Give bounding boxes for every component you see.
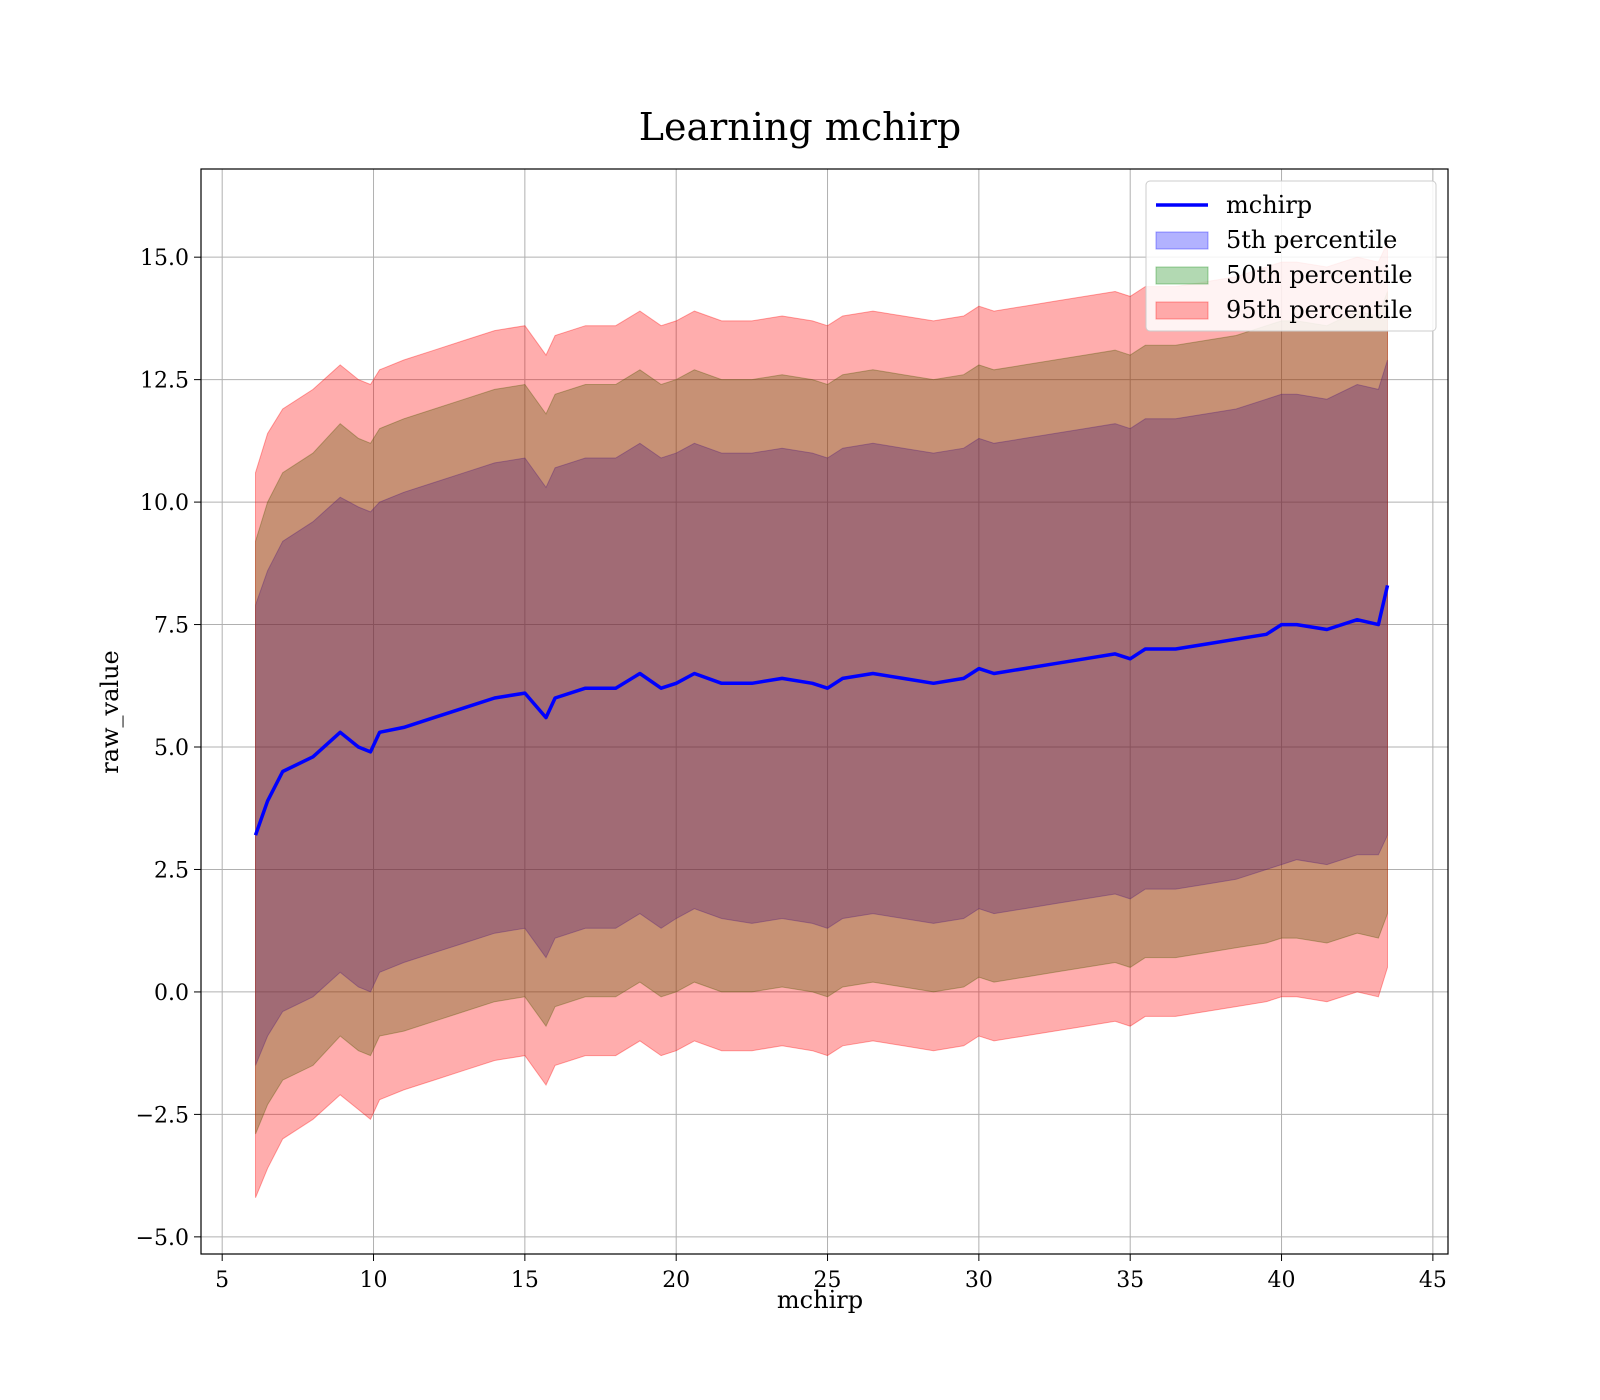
x-tick-label: 10	[360, 1268, 388, 1293]
x-tick-label: 20	[662, 1268, 690, 1293]
y-tick-label: 15.0	[140, 246, 189, 271]
x-tick-label: 5	[215, 1268, 229, 1293]
legend-patch-swatch	[1155, 231, 1209, 250]
legend-entry-label: mchirp	[1226, 191, 1312, 219]
legend-entry-label: 5th percentile	[1226, 226, 1397, 254]
series-lines	[253, 585, 1390, 836]
grid-lines	[201, 169, 1448, 1254]
x-tick-label: 25	[814, 1268, 842, 1293]
y-axis-label: raw_value	[96, 650, 124, 774]
legend: mchirp 5th percentile 50th percentile 95th …	[1145, 180, 1437, 332]
y-tick-label: 0.0	[154, 981, 189, 1006]
y-tick-label: 7.5	[154, 614, 189, 639]
y-tick-label: −5.0	[136, 1226, 189, 1251]
x-axis-ticks: 5 10 15 20 25 30 35 40 45	[215, 1254, 1447, 1293]
y-tick-label: 12.5	[140, 369, 189, 394]
x-tick-label: 35	[1116, 1268, 1144, 1293]
legend-entry-label: 95th percentile	[1226, 296, 1413, 324]
band-5th-percentile	[255, 359, 1388, 1066]
x-tick-label: 15	[511, 1268, 539, 1293]
x-tick-label: 40	[1268, 1268, 1296, 1293]
y-axis-ticks: −5.0 −2.5 0.0 2.5 5.0 7.5 10.0 12.5 15.0	[136, 246, 201, 1251]
x-axis-label: mchirp	[777, 1286, 863, 1314]
x-tick-label: 30	[965, 1268, 993, 1293]
chart-title: Learning mchirp	[639, 105, 961, 149]
legend-entry-label: 50th percentile	[1226, 261, 1413, 289]
legend-patch-swatch	[1155, 266, 1209, 285]
y-tick-label: −2.5	[136, 1103, 189, 1128]
percentile-bands	[255, 242, 1388, 1198]
legend-patch-swatch	[1155, 301, 1209, 320]
band-50th-percentile	[255, 291, 1388, 1135]
y-tick-label: 10.0	[140, 491, 189, 516]
band-95th-percentile	[255, 242, 1388, 1198]
y-tick-label: 5.0	[154, 736, 189, 761]
plot-frame	[200, 168, 1449, 1255]
line-mchirp	[253, 585, 1390, 836]
x-tick-label: 45	[1419, 1268, 1447, 1293]
y-tick-label: 2.5	[154, 858, 189, 883]
legend-box	[1145, 180, 1437, 332]
